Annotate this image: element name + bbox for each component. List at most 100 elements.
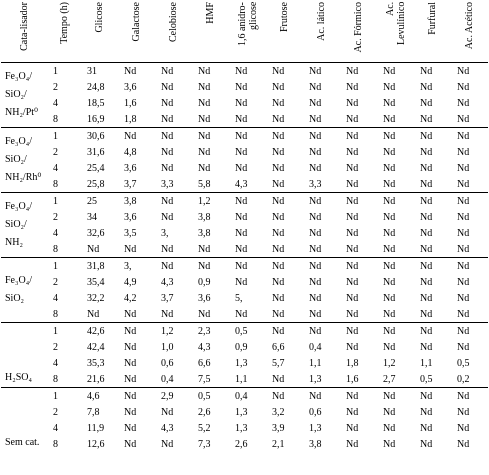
cell: Nd: [272, 162, 285, 174]
cell: Nd: [266, 62, 303, 79]
cell: 18,5: [87, 97, 105, 109]
cell: Nd: [383, 341, 396, 353]
cell: Nd: [198, 97, 211, 109]
cell: 2: [53, 406, 58, 418]
cell: Nd: [383, 243, 396, 255]
cell: Nd: [87, 243, 100, 255]
header-text: Ac. Fórmico: [353, 2, 364, 53]
cell: Nd: [266, 127, 303, 144]
cell: 4: [53, 227, 58, 239]
cell: 0,4: [161, 373, 174, 385]
cell: Nd: [346, 243, 359, 255]
cell: Nd: [340, 62, 377, 79]
cell: Nd: [420, 162, 433, 174]
cell: Nd: [198, 146, 211, 158]
cell: 3,6: [124, 162, 137, 174]
cell: Nd: [420, 227, 433, 239]
cell: 12,6: [87, 438, 105, 450]
cell: Nd: [340, 322, 377, 339]
cell: 4,9: [124, 276, 137, 288]
cell: 3,6: [124, 211, 137, 223]
cell: 4: [53, 292, 58, 304]
cell: Nd: [192, 257, 229, 274]
catalyst-line: Fe₃O₄/: [5, 136, 32, 147]
cell: Nd: [420, 406, 433, 418]
cell: Nd: [87, 308, 100, 320]
data-row: 4 32,6 3,5 3, 3,8 Nd Nd Nd Nd Nd Nd Nd: [1, 225, 488, 241]
cell: Nd: [420, 81, 433, 93]
cell: 1: [47, 192, 81, 209]
cell: 32,6: [87, 227, 105, 239]
cell: Nd: [235, 81, 248, 93]
cell: Nd: [346, 211, 359, 223]
column-header: Celobiose: [155, 0, 192, 63]
cell: Nd: [420, 341, 433, 353]
data-row: Fe₃O₄/SiO₂/NH₂/Pt⁰ 1 31 Nd Nd Nd Nd Nd Nd Nd Nd Nd N…: [1, 62, 488, 128]
cell: Nd: [414, 257, 451, 274]
cell: Nd: [229, 62, 266, 79]
cell: Nd: [383, 227, 396, 239]
cell: Nd: [309, 227, 322, 239]
cell: Nd: [340, 387, 377, 404]
cell: Nd: [383, 113, 396, 125]
cell: Nd: [235, 308, 248, 320]
cell: Nd: [420, 308, 433, 320]
cell: Nd: [414, 127, 451, 144]
cell: 31,8: [81, 257, 118, 274]
cell: 8: [53, 308, 58, 320]
cell: Nd: [383, 308, 396, 320]
header-text: Frutose: [279, 2, 290, 32]
cell: Nd: [235, 97, 248, 109]
cell: Nd: [346, 292, 359, 304]
cell: Nd: [118, 127, 155, 144]
cell: Nd: [198, 308, 211, 320]
header-row: Cata-lisador Tempo (h) Glicose Galactose Cel…: [1, 0, 488, 63]
cell: Nd: [303, 192, 340, 209]
cell: Nd: [383, 146, 396, 158]
cell: Nd: [198, 113, 211, 125]
cell: 30,6: [81, 127, 118, 144]
cell: 1,2: [383, 357, 396, 369]
cell: 3,: [161, 227, 169, 239]
cell: Nd: [451, 62, 488, 79]
cell: Nd: [198, 243, 211, 255]
cell: 24,8: [87, 81, 105, 93]
data-row: 8 Nd Nd Nd Nd Nd Nd Nd Nd Nd Nd Nd: [1, 306, 488, 323]
cell: Nd: [124, 308, 137, 320]
cell: Nd: [414, 62, 451, 79]
cell: 2: [53, 276, 58, 288]
cell: Nd: [266, 257, 303, 274]
cell: Nd: [155, 192, 192, 209]
data-row: Fe₃O₄/SiO₂/NH₂ 1 25 3,8 Nd 1,2 Nd Nd Nd Nd Nd Nd Nd: [1, 192, 488, 258]
column-header: Ac. Fórmico: [340, 0, 377, 63]
cell: 4,2: [124, 292, 137, 304]
data-row: H₂SO₄ 1 42,6 Nd 1,2 2,3 0,5 Nd Nd Nd Nd Nd Nd: [1, 322, 488, 388]
cell: 2: [53, 81, 58, 93]
cell: Nd: [457, 422, 470, 434]
cell: Nd: [420, 146, 433, 158]
catalyst-line: SiO₂: [5, 293, 25, 304]
cell: Nd: [161, 438, 174, 450]
cell: 5,8: [198, 178, 211, 190]
cell: 35,4: [87, 276, 105, 288]
cell: 8: [53, 243, 58, 255]
catalyst-cell: Fe₃O₄/SiO₂/NH₂: [1, 192, 47, 258]
cell: 2,7: [383, 373, 396, 385]
header-text: Furfural: [427, 2, 438, 35]
cell: Nd: [192, 127, 229, 144]
cell: Nd: [161, 162, 174, 174]
cell: Nd: [124, 422, 137, 434]
cell: Nd: [457, 97, 470, 109]
catalyst-line: Sem cat.: [5, 437, 40, 448]
cell: Nd: [457, 81, 470, 93]
data-row: Sem cat. 1 4,6 Nd 2,9 0,5 0,4 Nd Nd Nd Nd Nd Nd: [1, 387, 488, 452]
cell: Nd: [124, 438, 137, 450]
cell: Nd: [266, 322, 303, 339]
cell: Nd: [309, 113, 322, 125]
cell: Nd: [272, 373, 285, 385]
cell: 3,5: [124, 227, 137, 239]
catalyst-line: NH₂/Pt⁰: [5, 107, 39, 118]
data-row: 2 31,6 4,8 Nd Nd Nd Nd Nd Nd Nd Nd Nd: [1, 144, 488, 160]
cell: Nd: [272, 227, 285, 239]
cell: Nd: [346, 341, 359, 353]
